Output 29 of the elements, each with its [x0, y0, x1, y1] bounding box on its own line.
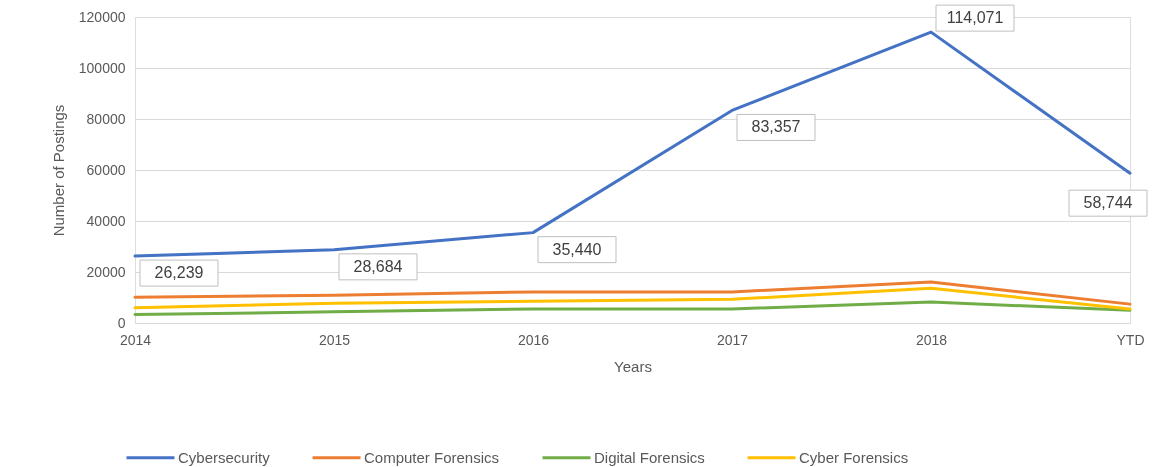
- y-tick-label: 60000: [86, 161, 126, 178]
- x-tick-label: 2016: [517, 331, 550, 348]
- x-axis-title: Years: [614, 357, 652, 375]
- y-tick-label: 80000: [86, 110, 126, 127]
- y-tick-label: 120000: [78, 8, 126, 25]
- x-tick-label: 2015: [318, 331, 351, 348]
- data-label: 28,684: [353, 257, 403, 275]
- y-tick-label: 100000: [78, 59, 126, 76]
- line-series: [133, 30, 1132, 258]
- x-tick-label: 2018: [915, 331, 948, 348]
- y-axis-title: Number of Postings: [49, 104, 67, 237]
- data-label: 58,744: [1083, 194, 1133, 212]
- legend-label: Computer Forensics: [364, 448, 500, 466]
- y-tick-label: 40000: [86, 212, 126, 229]
- data-label: 35,440: [552, 240, 602, 258]
- line-series: [133, 280, 1132, 306]
- legend-label: Cyber Forensics: [799, 448, 909, 466]
- data-label: 83,357: [751, 118, 801, 136]
- line-series: [133, 286, 1132, 311]
- data-label: 26,239: [154, 264, 204, 282]
- y-tick-label: 20000: [86, 263, 126, 280]
- x-tick-label: 2017: [716, 331, 749, 348]
- legend-label: Cybersecurity: [178, 448, 271, 466]
- data-label: 114,071: [946, 9, 1004, 27]
- legend-label: Digital Forensics: [594, 448, 705, 466]
- line-series: [133, 300, 1132, 317]
- x-tick-label: 2014: [119, 331, 152, 348]
- y-tick-label: 0: [117, 314, 126, 331]
- x-tick-label: YTD: [1116, 331, 1145, 348]
